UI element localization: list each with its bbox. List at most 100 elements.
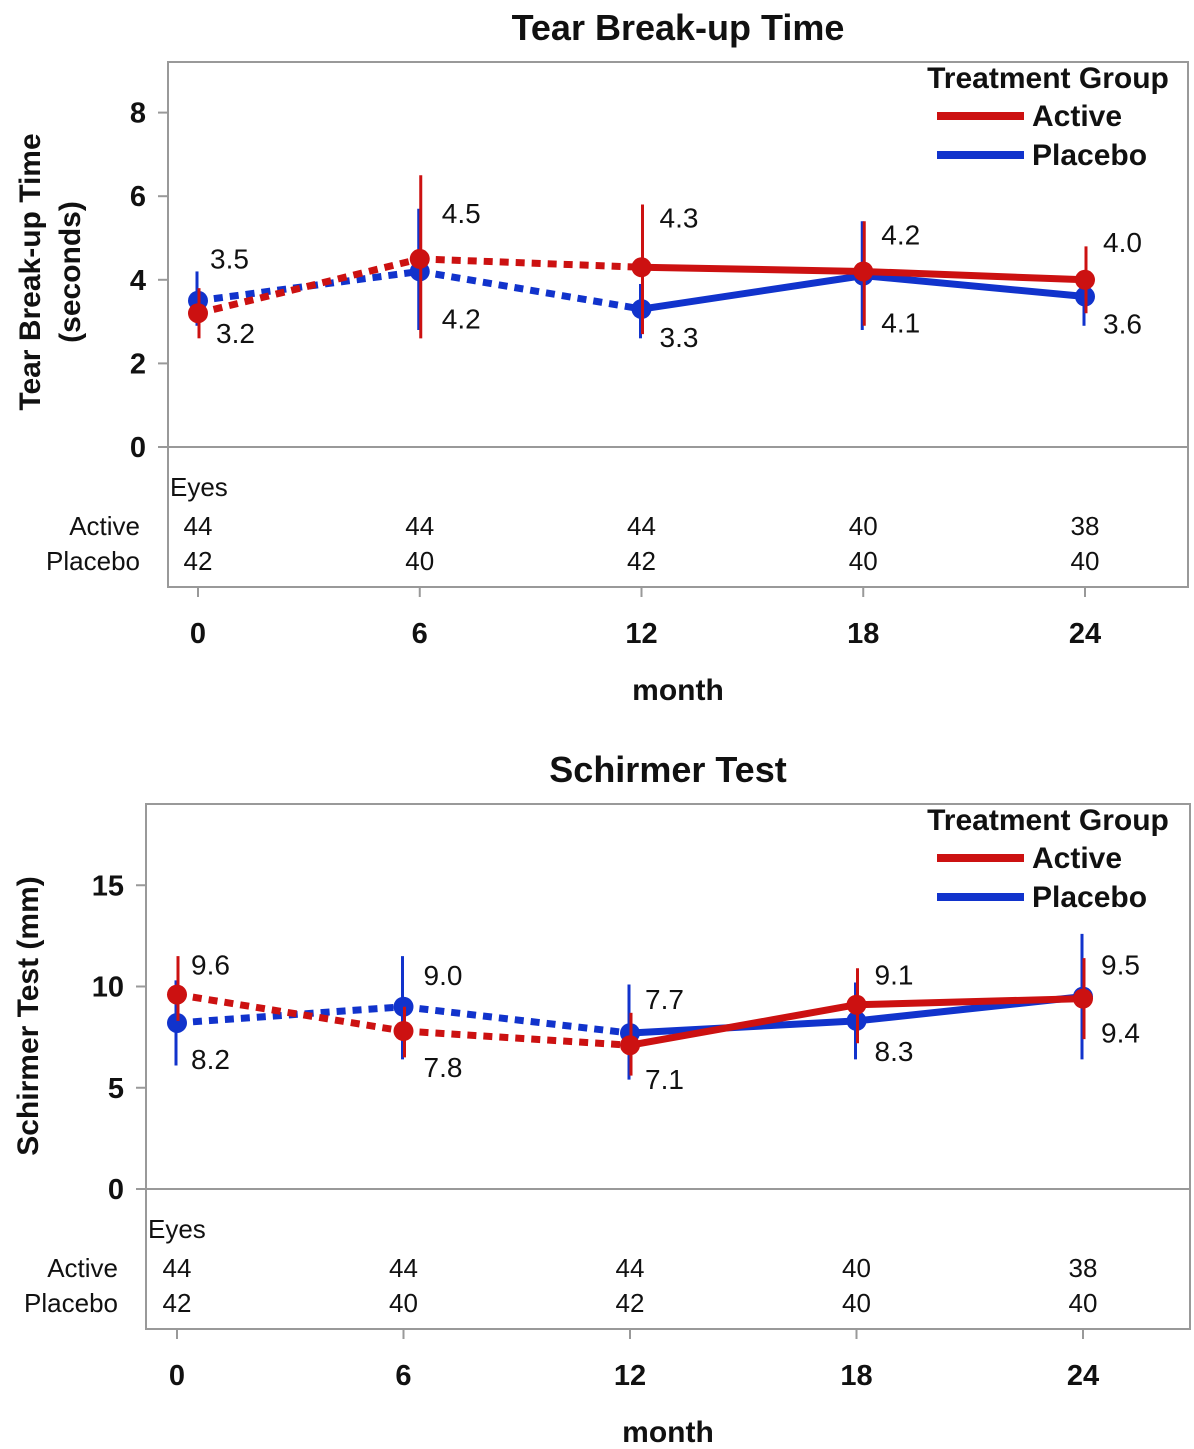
data-point	[167, 984, 187, 1005]
x-tick-label: 18	[840, 1360, 872, 1392]
y-tick-label: 5	[108, 1073, 124, 1105]
data-point	[409, 248, 430, 269]
y-tick-label: 4	[130, 265, 146, 297]
data-label: 4.2	[442, 303, 481, 334]
series-segment	[403, 1003, 631, 1037]
plot-frame	[167, 61, 1189, 588]
series-segment	[863, 267, 1086, 284]
series-segment	[197, 267, 421, 305]
x-tick-label: 6	[412, 618, 428, 650]
eyes-count: 44	[405, 511, 434, 541]
legend-label-active: Active	[1032, 842, 1122, 875]
data-label: 4.1	[881, 308, 920, 339]
y-tick-label: 15	[92, 870, 124, 902]
series-active: 9.6 7.8 7.1 9.1 9.4	[167, 950, 1140, 1095]
series-placebo: 8.2 9.0 7.7 8.3 9.5	[167, 933, 1140, 1080]
legend-title: Treatment Group	[927, 62, 1169, 95]
data-label: 3.2	[216, 318, 255, 349]
data-point	[167, 1012, 187, 1033]
chart-title: Tear Break-up Time	[512, 7, 845, 48]
series-segment	[197, 255, 421, 317]
series-segment	[629, 1001, 858, 1049]
x-axis-label: month	[622, 1416, 714, 1449]
data-label: 4.5	[442, 198, 481, 229]
series-segment	[856, 995, 1084, 1009]
data-label: 4.3	[660, 202, 699, 233]
x-tick-label: 0	[190, 618, 206, 650]
x-tick-label: 24	[1067, 1360, 1099, 1392]
series-segment	[641, 263, 864, 275]
eyes-count: 40	[1071, 546, 1100, 576]
eyes-count: 44	[389, 1253, 418, 1283]
eyes-count: 40	[389, 1288, 418, 1318]
x-tick-label: 12	[614, 1360, 646, 1392]
eyes-header: Eyes	[170, 472, 228, 502]
data-label: 9.0	[424, 960, 463, 991]
x-tick-label: 18	[847, 618, 879, 650]
data-point	[1073, 988, 1093, 1009]
eyes-count: 44	[627, 511, 656, 541]
data-point	[1075, 269, 1095, 290]
eyes-count: 40	[849, 511, 878, 541]
series-segment	[419, 255, 642, 271]
series-segment	[403, 1027, 631, 1049]
eyes-count: 40	[842, 1253, 871, 1283]
plot-frame	[145, 803, 1191, 1330]
series-segment	[640, 272, 864, 313]
legend-label-placebo: Placebo	[1032, 881, 1147, 914]
eyes-count: 40	[1069, 1288, 1098, 1318]
y-tick-label: 6	[130, 181, 146, 213]
data-label: 3.5	[210, 244, 249, 275]
data-label: 9.5	[1101, 950, 1140, 981]
data-point	[853, 261, 874, 282]
legend-label-placebo: Placebo	[1032, 139, 1147, 172]
y-tick-label: 0	[108, 1174, 124, 1206]
eyes-row-label: Active	[47, 1253, 118, 1283]
legend-title: Treatment Group	[927, 804, 1169, 837]
series-segment	[862, 272, 1086, 301]
data-label: 9.1	[875, 960, 914, 991]
y-tick-label: 10	[92, 972, 124, 1004]
y-axis-label: Schirmer Test (mm)	[12, 876, 45, 1156]
eyes-count: 38	[1071, 511, 1100, 541]
y-tick-label: 8	[130, 98, 146, 130]
chart-panel-2: Schirmer Test Schirmer Test (mm) 0 5 10 15 0 6 1…	[12, 749, 1191, 1449]
y-axis-label-line2: (seconds)	[54, 201, 87, 343]
x-tick-label: 12	[625, 618, 657, 650]
data-label: 4.2	[881, 219, 920, 250]
eyes-count: 42	[616, 1288, 645, 1318]
x-tick-label: 6	[395, 1360, 411, 1392]
data-label: 3.3	[660, 322, 699, 353]
x-tick-label: 0	[169, 1360, 185, 1392]
eyes-row-label: Placebo	[46, 546, 140, 576]
x-tick-label: 24	[1069, 618, 1101, 650]
data-label: 8.2	[191, 1044, 230, 1075]
eyes-count: 42	[163, 1288, 192, 1318]
data-label: 7.8	[424, 1052, 463, 1083]
eyes-count: 42	[627, 546, 656, 576]
legend-label-active: Active	[1032, 100, 1122, 133]
eyes-header: Eyes	[148, 1214, 206, 1244]
y-tick-label: 0	[130, 432, 146, 464]
eyes-count: 44	[184, 511, 213, 541]
data-point	[620, 1035, 640, 1056]
eyes-count: 42	[184, 546, 213, 576]
eyes-count: 44	[616, 1253, 645, 1283]
data-label: 7.7	[645, 984, 684, 1015]
chart-title: Schirmer Test	[549, 749, 786, 790]
data-point	[846, 994, 867, 1015]
eyes-count: 40	[405, 546, 434, 576]
eyes-row-label: Placebo	[24, 1288, 118, 1318]
data-point	[631, 257, 652, 278]
data-label: 7.1	[645, 1064, 684, 1095]
y-tick-label: 2	[130, 348, 146, 380]
data-point	[188, 303, 208, 324]
series-placebo: 3.5 4.2 3.3 4.1 3.6	[188, 208, 1142, 353]
y-axis-label: Tear Break-up Time	[14, 133, 47, 410]
x-axis-label: month	[632, 674, 724, 707]
eyes-row-label: Active	[69, 511, 140, 541]
eyes-count: 40	[842, 1288, 871, 1318]
data-label: 4.0	[1103, 227, 1142, 258]
